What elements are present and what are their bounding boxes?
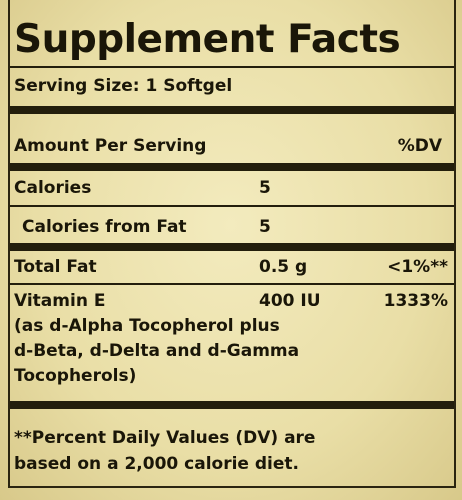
label-border [8,0,456,488]
row-dv: <1%** [387,257,448,277]
row-note: Tocopherols) [14,366,137,386]
row-note: (as d-Alpha Tocopherol plus [14,316,280,336]
footnote: based on a 2,000 calorie diet. [14,454,299,474]
rule [10,66,454,68]
rule [10,243,454,251]
serving-size: Serving Size: 1 Softgel [14,76,233,96]
row-name: Calories [14,178,92,198]
row-name: Vitamin E [14,291,106,311]
row-amount: 400 IU [259,291,321,311]
rule [10,205,454,207]
row-dv: 1333% [383,291,448,311]
amount-header: Amount Per Serving [14,136,207,156]
title: Supplement Facts [14,17,401,62]
rule [10,163,454,171]
rule [10,106,454,114]
row-name: Total Fat [14,257,97,277]
row-name: Calories from Fat [22,217,187,237]
rule [10,283,454,285]
rule [10,401,454,409]
row-amount: 5 [259,178,271,198]
footnote: **Percent Daily Values (DV) are [14,428,316,448]
row-amount: 0.5 g [259,257,308,277]
dv-header: %DV [397,136,442,156]
row-amount: 5 [259,217,271,237]
row-note: d-Beta, d-Delta and d-Gamma [14,341,300,361]
